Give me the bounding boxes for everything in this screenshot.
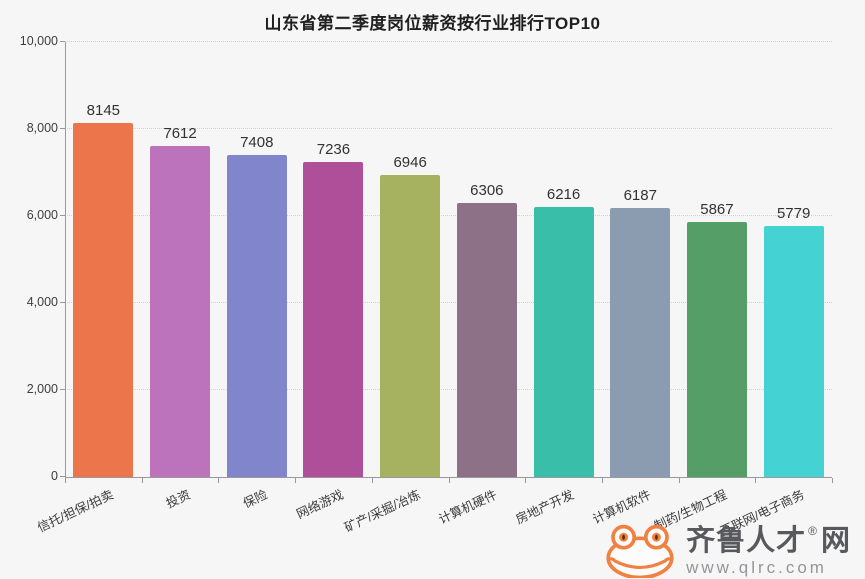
category-label: 投资: [164, 487, 193, 511]
x-axis-tick: [371, 478, 373, 483]
x-axis-tick: [141, 478, 143, 483]
chart-title: 山东省第二季度岗位薪资按行业排行TOP10: [264, 14, 601, 33]
brand-watermark: 齐鲁人才 ® 网 www.qlrc.com: [600, 524, 851, 578]
y-tick-label: 10,000: [19, 34, 58, 48]
y-axis-tick: [60, 302, 65, 303]
x-axis-tick: [601, 478, 603, 483]
gridline: [65, 302, 832, 303]
category-label: 信托/担保/拍卖: [35, 487, 116, 535]
category-label: 房地产开发: [513, 487, 577, 527]
bar-value-label: 6946: [393, 153, 427, 171]
brand-text-block: 齐鲁人才 ® 网 www.qlrc.com: [686, 523, 851, 577]
bar-value-label: 6306: [470, 181, 504, 199]
bar-value-label: 7236: [316, 141, 351, 159]
bar-value-label: 6187: [623, 186, 657, 204]
bar-value-label: 7408: [240, 133, 274, 151]
brand-name-main: 齐鲁人才: [686, 524, 807, 557]
category-label: 保险: [240, 487, 270, 511]
bar: [686, 221, 747, 477]
y-tick-label: 6,000: [26, 208, 58, 222]
registered-trademark-symbol: ®: [808, 523, 818, 538]
bar: [456, 202, 517, 477]
bar-value-label: 6216: [546, 185, 581, 203]
bar: [610, 207, 671, 477]
bar: [73, 122, 134, 477]
bar: [380, 174, 441, 477]
y-axis-tick: [60, 128, 65, 129]
x-axis-tick: [832, 478, 833, 483]
x-axis-tick: [448, 478, 450, 483]
gridline: [65, 389, 832, 390]
gridline: [65, 215, 832, 216]
y-axis-line: [65, 42, 66, 477]
y-axis-tick: [60, 389, 65, 390]
brand-name: 齐鲁人才 ® 网: [686, 523, 851, 557]
category-label: 网络游戏: [294, 487, 347, 522]
category-label: 计算机软件: [590, 487, 653, 527]
x-axis-tick: [678, 478, 680, 483]
y-tick-label: 4,000: [26, 295, 58, 309]
x-axis-line: [65, 477, 832, 478]
y-tick-label: 2,000: [26, 382, 58, 396]
x-axis-tick: [65, 478, 66, 483]
y-tick-label: 8,000: [26, 121, 58, 135]
gridline: [65, 128, 832, 129]
bar: [303, 162, 364, 477]
gridline: [65, 41, 832, 42]
frog-mascot-icon: [606, 524, 674, 578]
category-label: 计算机硬件: [436, 487, 500, 527]
bar-value-label: 8145: [86, 101, 121, 119]
y-axis-tick: [60, 215, 65, 216]
brand-url: www.qlrc.com: [686, 557, 827, 577]
x-axis-tick: [525, 478, 527, 483]
x-axis-tick: [295, 478, 297, 483]
brand-name-suffix: 网: [820, 524, 851, 557]
x-axis-tick: [755, 478, 757, 483]
bar: [763, 225, 824, 477]
bar: [150, 145, 211, 477]
bar: [533, 206, 594, 477]
bar: [226, 154, 287, 477]
category-label: 矿产/采掘/冶炼: [342, 487, 423, 535]
bar-value-label: 5779: [776, 204, 811, 222]
bar-value-label: 5867: [700, 200, 734, 218]
y-axis-tick: [60, 41, 65, 42]
x-axis-tick: [218, 478, 220, 483]
y-tick-label: 0: [51, 469, 58, 483]
y-axis-tick: [60, 476, 65, 477]
bar-value-label: 7612: [163, 124, 197, 142]
